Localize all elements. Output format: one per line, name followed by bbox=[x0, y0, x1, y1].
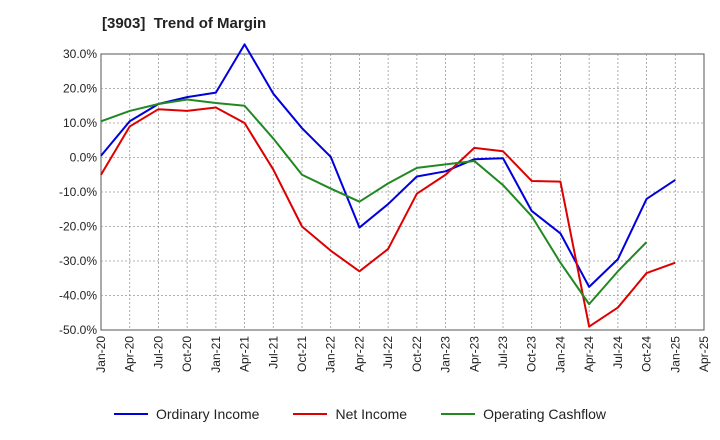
legend-swatch-ordinary-income bbox=[113, 413, 148, 415]
x-tick-label: Jul-24 bbox=[611, 336, 625, 369]
x-tick-label: Apr-24 bbox=[582, 336, 596, 372]
x-tick-label: Apr-21 bbox=[238, 336, 252, 372]
x-tick-label: Oct-24 bbox=[640, 336, 654, 372]
y-tick-label: 20.0% bbox=[63, 82, 97, 96]
chart-title: [3903] Trend of Margin bbox=[102, 15, 267, 32]
x-tick-label: Oct-20 bbox=[180, 336, 194, 372]
x-tick-label: Jul-22 bbox=[381, 336, 395, 369]
series-line-net-income bbox=[100, 106, 676, 328]
x-tick-label: Oct-21 bbox=[295, 336, 309, 372]
y-tick-label: -50.0% bbox=[59, 323, 97, 337]
x-tick-label: Jan-20 bbox=[94, 336, 108, 373]
x-tick-label: Apr-22 bbox=[352, 336, 366, 372]
y-tick-label: 10.0% bbox=[63, 116, 97, 130]
x-tick-label: Jan-21 bbox=[209, 336, 223, 373]
legend-item-operating-cashflow: Operating Cashflow bbox=[441, 406, 606, 422]
x-tick-label: Jan-23 bbox=[439, 336, 453, 373]
legend-swatch-net-income bbox=[293, 413, 328, 415]
x-tick-label: Jul-20 bbox=[151, 336, 165, 369]
x-tick-label: Apr-20 bbox=[123, 336, 137, 372]
series-line-ordinary-income bbox=[100, 43, 676, 288]
y-tick-label: 30.0% bbox=[63, 47, 97, 61]
y-tick-label: -20.0% bbox=[59, 220, 97, 234]
x-tick-label: Jan-25 bbox=[668, 336, 682, 373]
y-tick-label: 0.0% bbox=[70, 151, 98, 165]
series-line-operating-cashflow bbox=[100, 98, 648, 306]
legend-label-ordinary-income: Ordinary Income bbox=[155, 406, 260, 422]
legend-label-operating-cashflow: Operating Cashflow bbox=[483, 406, 607, 422]
x-tick-label: Apr-25 bbox=[697, 336, 711, 372]
legend-swatch-operating-cashflow bbox=[441, 413, 476, 415]
x-tick-label: Jan-24 bbox=[553, 336, 567, 373]
y-tick-label: -10.0% bbox=[59, 185, 97, 199]
legend-label-net-income: Net Income bbox=[335, 406, 408, 422]
legend-item-net-income: Net Income bbox=[293, 406, 407, 422]
x-tick-label: Jul-23 bbox=[496, 336, 510, 369]
x-tick-label: Jan-22 bbox=[324, 336, 338, 373]
x-tick-label: Oct-23 bbox=[525, 336, 539, 372]
line-chart: 30.0% 20.0% 10.0% 0.0% -10.0% -20.0% -30.0% -40… bbox=[59, 43, 711, 373]
x-tick-label: Apr-23 bbox=[467, 336, 481, 372]
y-tick-label: -40.0% bbox=[59, 289, 97, 303]
x-tick-label: Jul-21 bbox=[266, 336, 280, 369]
chart-legend: Ordinary Income Net Income Operating Cas… bbox=[0, 406, 720, 422]
y-tick-label: -30.0% bbox=[59, 254, 97, 268]
x-tick-label: Oct-22 bbox=[410, 336, 424, 372]
legend-item-ordinary-income: Ordinary Income bbox=[113, 406, 260, 422]
